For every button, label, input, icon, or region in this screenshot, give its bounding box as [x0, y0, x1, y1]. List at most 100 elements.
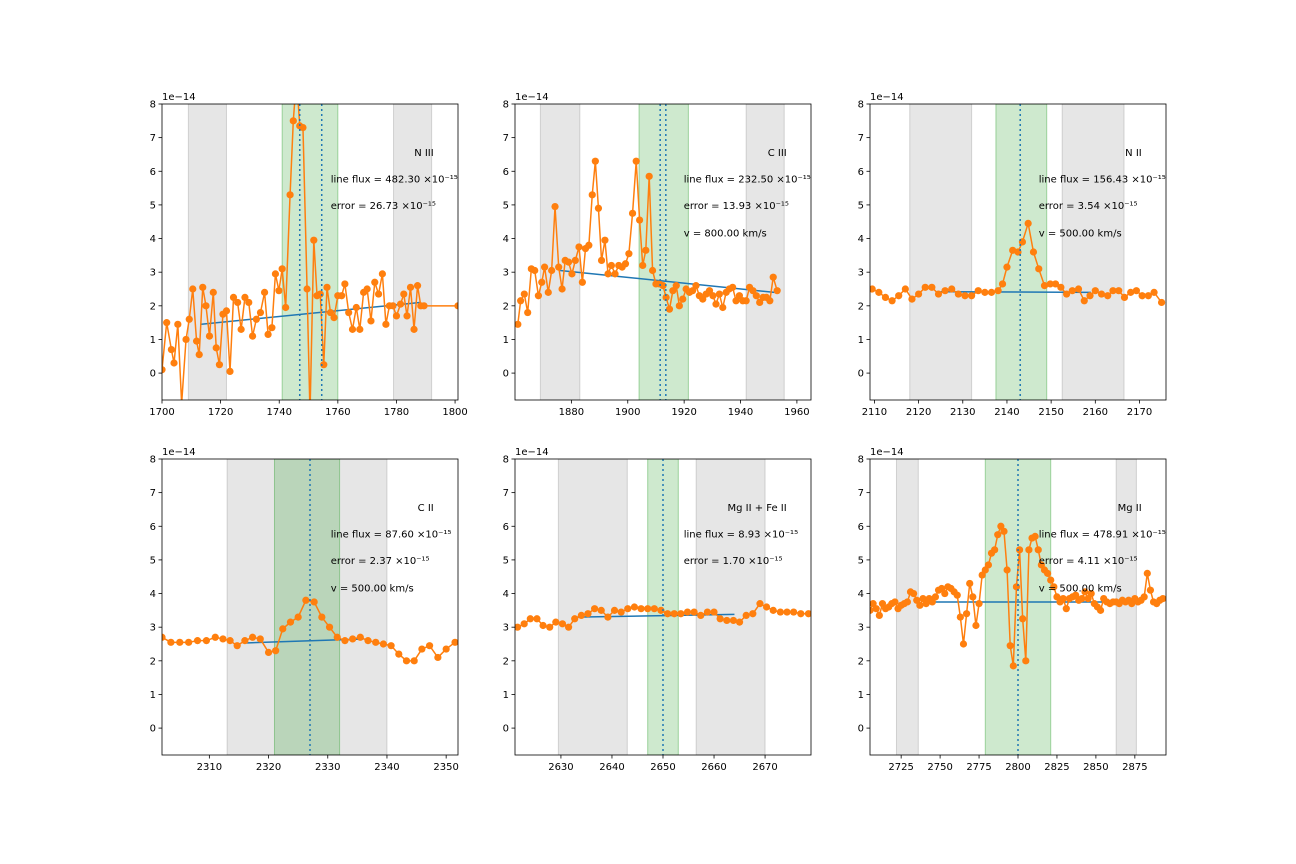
spectrum-point: [588, 191, 596, 199]
spectrum-point: [400, 290, 408, 298]
spectrum-point: [233, 642, 241, 650]
spectrum-point: [286, 618, 295, 626]
x-tick-label: 1940: [728, 407, 753, 418]
error-text: error = 4.11 ×10⁻¹⁵: [1039, 556, 1138, 567]
y-tick-label: 0: [150, 369, 156, 380]
spectrum-point: [637, 605, 645, 613]
y-offset-label: 1e−14: [870, 92, 904, 103]
spectrum-point: [642, 246, 650, 254]
spectrum-point: [749, 287, 757, 295]
spectrum-point: [679, 295, 687, 303]
spectrum-point: [212, 344, 220, 352]
error-text: error = 13.93 ×10⁻¹⁵: [684, 201, 789, 212]
spectrum-point: [234, 298, 242, 307]
spectrum-point: [968, 292, 976, 300]
spectrum-point: [1074, 285, 1083, 293]
y-tick-label: 2: [503, 656, 509, 667]
y-tick-label: 6: [503, 167, 509, 178]
spectrum-point: [205, 332, 214, 340]
x-tick-label: 2140: [994, 407, 1019, 418]
spectrum-point: [604, 270, 612, 278]
spectrum-point: [891, 598, 899, 606]
spectrum-point: [548, 266, 556, 275]
spectrum-point: [972, 621, 980, 630]
y-tick-label: 4: [150, 589, 156, 600]
spectrum-point: [382, 320, 390, 328]
spectrum-point: [766, 297, 774, 305]
x-tick-label: 2150: [1038, 407, 1063, 418]
spectrum-point: [167, 638, 175, 646]
spectrum-point: [293, 73, 300, 80]
spectrum-point: [275, 287, 283, 295]
spectrum-point: [1003, 263, 1011, 271]
spectrum-point: [551, 202, 559, 211]
line-window-band: [273, 459, 341, 755]
spectrum-point: [577, 611, 585, 620]
spectrum-point: [1097, 290, 1106, 298]
spectrum-point: [644, 605, 652, 613]
plot-area: [515, 104, 785, 400]
spectrum-point: [546, 623, 554, 631]
spectrum-point: [219, 635, 227, 643]
spectrum-point: [881, 293, 890, 302]
x-tick-label: 1760: [325, 407, 350, 418]
spectrum-point: [1062, 605, 1070, 613]
spectrum-point: [193, 637, 202, 645]
spectrum-point: [630, 603, 639, 611]
y-tick-label: 4: [150, 234, 156, 245]
spectrum-point: [663, 610, 672, 618]
spectrum-point: [1109, 287, 1117, 295]
y-tick-label: 5: [503, 555, 509, 566]
spectrum-point: [367, 317, 375, 325]
x-tick-label: 2850: [1083, 762, 1108, 773]
y-tick-label: 4: [503, 234, 509, 245]
spectrum-point: [544, 288, 552, 296]
spectrum-point: [256, 635, 264, 643]
spectrum-point: [981, 288, 989, 296]
spectrum-point: [575, 243, 583, 251]
y-tick-label: 1: [503, 335, 509, 346]
spectrum-point: [1144, 292, 1152, 300]
velocity-text: v = 500.00 km/s: [331, 583, 414, 594]
spectrum-point: [591, 605, 599, 613]
spectrum-point: [617, 608, 625, 616]
spectrum-point: [941, 287, 949, 295]
x-tick-label: 2800: [1005, 762, 1030, 773]
spectrum-point: [395, 650, 403, 658]
plot-area: [515, 459, 811, 755]
spectrum-point: [209, 288, 217, 296]
spectrum-point: [1059, 594, 1067, 603]
spectrum-point: [752, 292, 760, 300]
spectrum-point: [237, 325, 245, 333]
line-flux-text: line flux = 8.93 ×10⁻¹⁵: [684, 529, 798, 540]
spectrum-point: [303, 285, 311, 293]
subplot-1: 1700 1720 1740 1760 1780 1800 0 1 2 3 4 5 6 7 8 1e−14 N …: [149, 73, 468, 418]
y-tick-label: 5: [858, 555, 864, 566]
continuum-window-band: [745, 104, 785, 400]
y-tick-label: 5: [150, 200, 156, 211]
spectrum-point: [571, 256, 579, 265]
y-tick-label: 7: [150, 488, 156, 499]
spectrum-point: [245, 298, 253, 307]
y-tick-label: 8: [503, 455, 509, 466]
spectrum-point: [597, 606, 605, 614]
y-tick-label: 4: [858, 589, 864, 600]
spectrum-point: [597, 256, 606, 265]
spectrum-point: [1003, 566, 1011, 574]
spectrum-point: [645, 172, 653, 180]
line-window-band: [281, 104, 339, 400]
spectrum-point: [1115, 287, 1123, 295]
spectrum-point: [517, 297, 525, 305]
y-tick-label: 4: [503, 589, 509, 600]
spectrum-point: [870, 285, 876, 293]
spectrum-point: [875, 611, 883, 620]
spectrum-point: [1078, 594, 1086, 603]
spectrum-point: [991, 546, 999, 554]
spectrum-point: [716, 615, 724, 623]
y-tick-label: 0: [858, 369, 864, 380]
spectrum-point: [908, 295, 916, 303]
y-tick-label: 5: [858, 200, 864, 211]
spectrum-point: [289, 117, 297, 125]
line-label: C III: [768, 148, 787, 159]
spectrum-point: [1046, 280, 1054, 288]
